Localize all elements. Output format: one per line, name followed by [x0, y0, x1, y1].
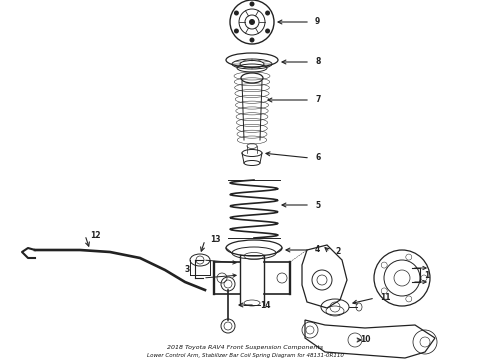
Text: 3: 3	[185, 265, 190, 274]
Circle shape	[265, 10, 270, 15]
Circle shape	[265, 28, 270, 33]
Text: 7: 7	[315, 95, 320, 104]
Text: 11: 11	[380, 293, 391, 302]
Circle shape	[234, 10, 239, 15]
Text: 12: 12	[90, 230, 100, 239]
Text: 8: 8	[315, 58, 320, 67]
Text: 13: 13	[210, 235, 221, 244]
Text: 2: 2	[335, 248, 340, 256]
Circle shape	[249, 19, 255, 25]
Circle shape	[249, 37, 254, 42]
Text: 4: 4	[315, 246, 320, 255]
Text: 6: 6	[315, 153, 320, 162]
Text: 5: 5	[315, 201, 320, 210]
Circle shape	[249, 1, 254, 6]
Text: 14: 14	[260, 301, 270, 310]
Text: Lower Control Arm, Stabilizer Bar Coil Spring Diagram for 48131-0R110: Lower Control Arm, Stabilizer Bar Coil S…	[147, 354, 343, 359]
Circle shape	[234, 28, 239, 33]
Text: 9: 9	[315, 18, 320, 27]
Text: 2018 Toyota RAV4 Front Suspension Components: 2018 Toyota RAV4 Front Suspension Compon…	[167, 346, 323, 351]
Text: 10: 10	[360, 336, 370, 345]
Text: 1: 1	[424, 270, 429, 279]
